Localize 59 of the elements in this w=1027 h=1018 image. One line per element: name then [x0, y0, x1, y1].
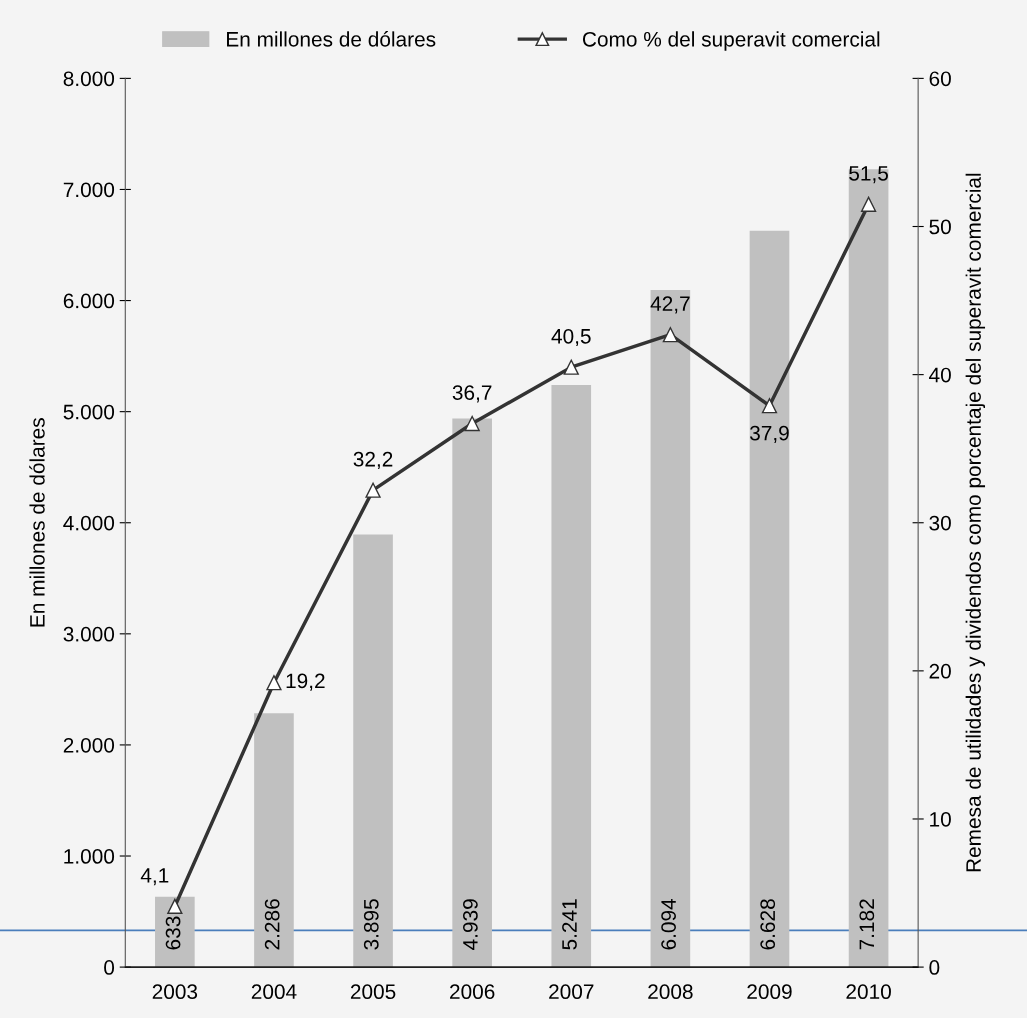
y-tick-label: 1.000 [64, 849, 115, 864]
data-label: 37,9 [750, 425, 789, 443]
data-label: 2.286 [264, 899, 280, 950]
y-tick-label: 0 [104, 960, 115, 975]
y-tick-label: 8.000 [63, 71, 115, 87]
y2-tick-label: 50 [929, 219, 951, 235]
bar [650, 290, 691, 968]
x-tick-label: 2007 [549, 984, 594, 1000]
data-label: 40,5 [551, 328, 591, 347]
y2-tick-label: 0 [929, 960, 940, 975]
bar [353, 534, 393, 968]
y2-tick-label: 30 [929, 515, 951, 531]
bar [551, 384, 592, 968]
point [860, 196, 877, 212]
x-tick-label: 2009 [747, 984, 792, 1000]
point [662, 326, 679, 343]
y-tick-label: 6.000 [63, 293, 115, 309]
data-label: 4.939 [463, 899, 478, 950]
x-tick-label: 2005 [350, 984, 396, 1000]
bar [749, 230, 790, 968]
bar [452, 418, 492, 968]
x-tick-label: 2006 [450, 984, 495, 1000]
point [563, 359, 579, 375]
y2-tick-label: 40 [929, 367, 951, 383]
y2-tick-label: 60 [929, 71, 951, 87]
point [266, 675, 282, 691]
y-tick-label: 3.000 [63, 626, 115, 642]
data-label: 3.895 [363, 899, 379, 950]
y-tick-label: 5.000 [63, 404, 115, 420]
data-label: 6.628 [760, 899, 776, 950]
point [761, 398, 778, 414]
data-label: 6.094 [661, 898, 676, 950]
y-tick-label: 7.000 [63, 182, 115, 198]
y-tick-label: 4.000 [63, 515, 115, 531]
x-tick-label: 2003 [152, 984, 198, 1000]
point [365, 482, 381, 498]
x-tick-label: 2008 [648, 984, 693, 1000]
data-label: 19,2 [286, 673, 325, 691]
y-axis-title: En millones de dólares [29, 418, 45, 627]
x-tick-label: 2004 [251, 984, 297, 1000]
data-label: 4,1 [140, 868, 169, 886]
y2-tick-label: 20 [929, 663, 951, 679]
y2-axis-title: Remesa de utilidades y dividendos como porcentaje del superavit comercial [965, 173, 986, 872]
data-label: 36,7 [452, 385, 492, 403]
legend-label: Como % del superavit comercial [582, 31, 880, 51]
bar [254, 713, 294, 968]
data-label: 51,5 [849, 166, 888, 184]
x-tick-label: 2010 [846, 984, 891, 1000]
data-label: 32,2 [353, 451, 393, 470]
data-label: 5.241 [562, 899, 577, 950]
point [464, 415, 480, 432]
legend-label: En millones de dólares [227, 31, 436, 47]
data-label: 42,7 [650, 296, 690, 314]
y-tick-label: 2.000 [63, 737, 115, 753]
data-label: 633 [165, 916, 181, 950]
point [167, 898, 183, 915]
y2-tick-label: 10 [930, 811, 951, 827]
data-label: 7.182 [859, 899, 875, 950]
bar [155, 896, 195, 968]
